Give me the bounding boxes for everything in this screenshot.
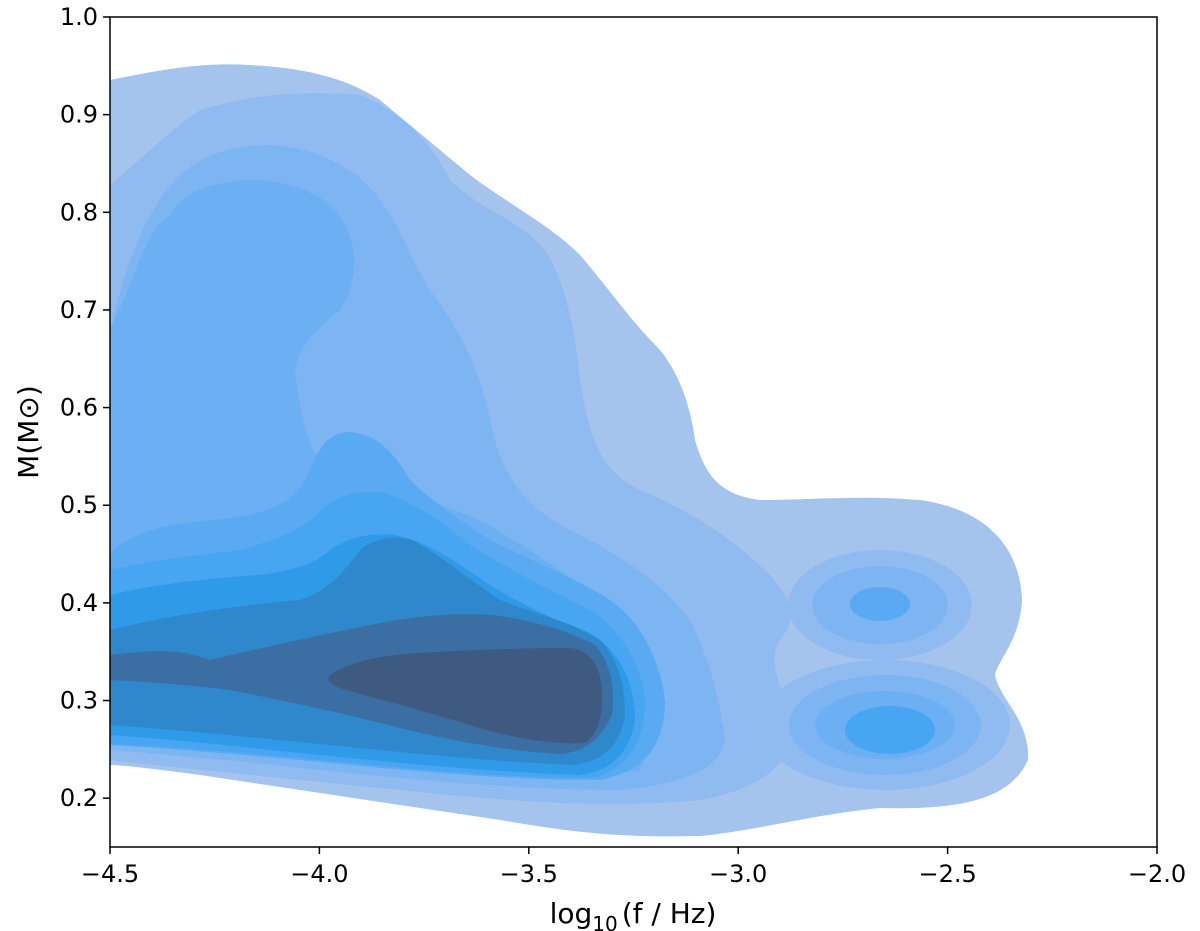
contour-level-10 — [328, 648, 603, 744]
right-blob-lower-core — [845, 706, 935, 754]
y-tick-label: 0.6 — [60, 394, 98, 422]
x-tick-label: −2.0 — [1128, 860, 1186, 888]
y-tick-label: 0.2 — [60, 784, 98, 812]
x-tick-label: −2.5 — [918, 860, 976, 888]
y-tick-label: 1.0 — [60, 3, 98, 31]
plot-frame — [109, 16, 1158, 848]
x-tick-label: −4.5 — [81, 860, 139, 888]
y-tick-label: 0.8 — [60, 198, 98, 226]
x-axis-label: log10 (f / Hz) — [550, 897, 717, 931]
x-tick-label: −4.0 — [290, 860, 348, 888]
y-tick-label: 0.5 — [60, 491, 98, 519]
right-blob-upper-core — [850, 587, 910, 621]
y-tick-label: 0.7 — [60, 296, 98, 324]
y-axis-label: M(M⊙) — [12, 385, 45, 479]
y-tick-label: 0.9 — [60, 101, 98, 129]
x-axis: −4.5 −4.0 −3.5 −3.0 −2.5 −2.0 — [81, 847, 1186, 888]
y-tick-label: 0.4 — [60, 589, 98, 617]
y-tick-label: 0.3 — [60, 687, 98, 715]
contour-levels — [110, 64, 1029, 837]
x-tick-label: −3.5 — [500, 860, 558, 888]
x-tick-label: −3.0 — [709, 860, 767, 888]
y-axis: 0.2 0.3 0.4 0.5 0.6 0.7 0.8 0.9 1.0 — [60, 3, 110, 812]
